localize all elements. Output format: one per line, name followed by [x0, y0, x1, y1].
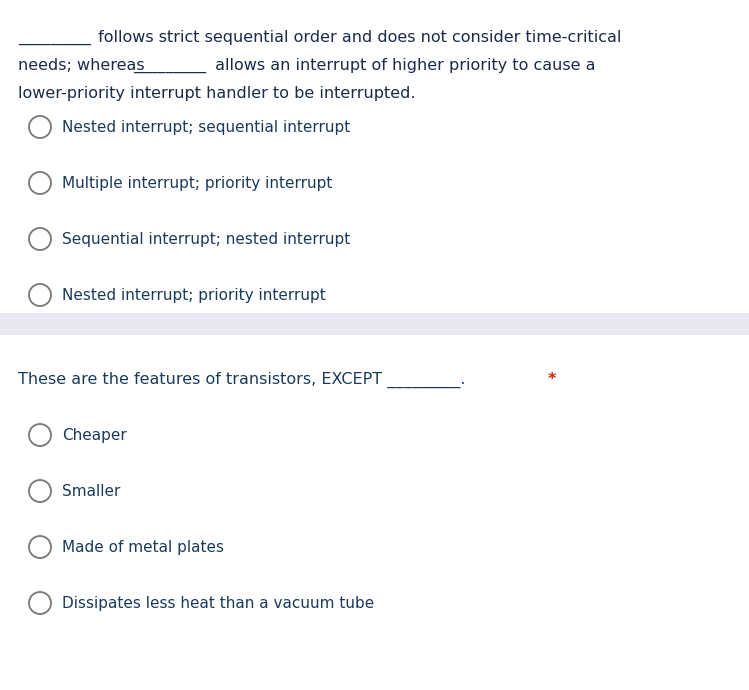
Text: needs; whereas: needs; whereas: [18, 58, 145, 73]
Text: Smaller: Smaller: [62, 484, 121, 499]
Text: _________: _________: [18, 30, 91, 45]
Text: These are the features of transistors, EXCEPT _________.: These are the features of transistors, E…: [18, 372, 465, 388]
Text: Cheaper: Cheaper: [62, 428, 127, 443]
Bar: [0, 313, 749, 335]
Text: Sequential interrupt; nested interrupt: Sequential interrupt; nested interrupt: [62, 232, 351, 247]
Text: Dissipates less heat than a vacuum tube: Dissipates less heat than a vacuum tube: [62, 596, 374, 611]
Text: lower-priority interrupt handler to be interrupted.: lower-priority interrupt handler to be i…: [18, 86, 416, 101]
Text: allows an interrupt of higher priority to cause a: allows an interrupt of higher priority t…: [210, 58, 595, 73]
Text: follows strict sequential order and does not consider time-critical: follows strict sequential order and does…: [93, 30, 622, 45]
Text: Nested interrupt; sequential interrupt: Nested interrupt; sequential interrupt: [62, 120, 351, 135]
Text: Made of metal plates: Made of metal plates: [62, 540, 224, 555]
Text: Nested interrupt; priority interrupt: Nested interrupt; priority interrupt: [62, 288, 326, 303]
Text: Multiple interrupt; priority interrupt: Multiple interrupt; priority interrupt: [62, 176, 333, 191]
Text: *: *: [548, 372, 557, 387]
Text: _________: _________: [133, 58, 206, 73]
